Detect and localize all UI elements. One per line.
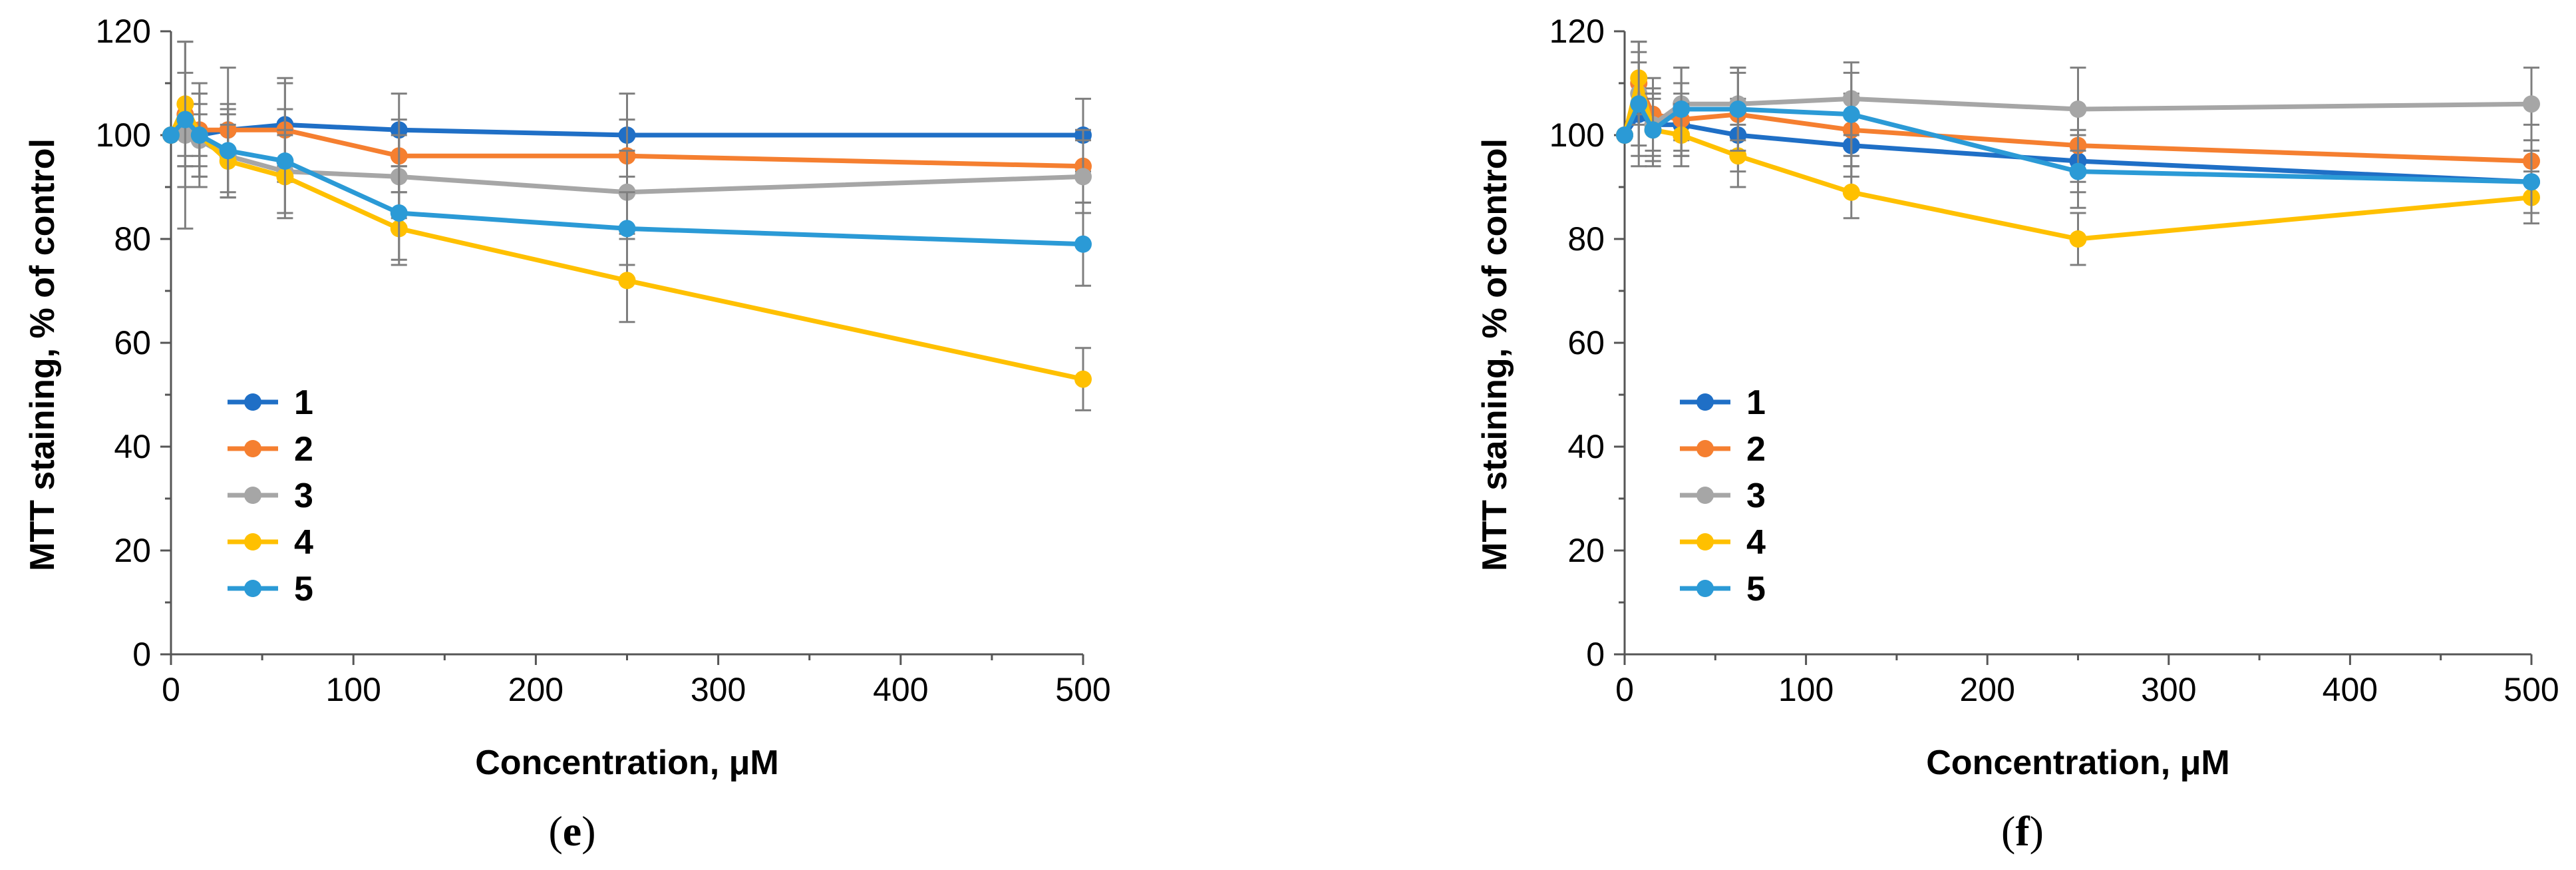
panel-letter: f bbox=[2015, 807, 2030, 855]
legend-swatch-marker bbox=[244, 580, 261, 597]
y-axis-title: MTT staining, % of control bbox=[1476, 138, 1514, 571]
data-point bbox=[1644, 121, 1662, 139]
data-point bbox=[190, 126, 208, 144]
data-point bbox=[1842, 105, 1860, 123]
chart-panel-e: 0 20 40 60 80 100 120 0 100 200 300 400 500 Concentra… bbox=[23, 13, 1111, 855]
series-5 bbox=[162, 71, 1092, 287]
series-line bbox=[1622, 75, 2532, 242]
x-tick-label: 400 bbox=[2323, 671, 2378, 708]
panel-label: (e) bbox=[548, 807, 595, 855]
x-tick-label: 300 bbox=[2141, 671, 2196, 708]
legend-label: 3 bbox=[1746, 477, 1766, 515]
x-tick-label: 100 bbox=[325, 671, 381, 708]
legend-entry: 5 bbox=[1680, 570, 1766, 608]
panel-label-open: ( bbox=[2001, 807, 2015, 855]
legend-label: 4 bbox=[294, 523, 313, 562]
data-point bbox=[1074, 370, 1092, 388]
legend-label: 2 bbox=[294, 430, 313, 469]
panel-label-close: ) bbox=[581, 807, 595, 855]
legend-label: 1 bbox=[294, 383, 313, 422]
legend-swatch-marker bbox=[244, 487, 261, 504]
x-tick-label: 0 bbox=[162, 671, 180, 708]
x-tick-label: 500 bbox=[1055, 671, 1110, 708]
y-tick-label: 60 bbox=[1567, 324, 1605, 361]
y-tick-label: 40 bbox=[1567, 428, 1605, 465]
y-axis-title: MTT staining, % of control bbox=[23, 138, 62, 571]
legend-label: 1 bbox=[1746, 383, 1766, 422]
x-tick-label: 200 bbox=[508, 671, 564, 708]
data-point bbox=[390, 204, 408, 222]
chart-panel-f: 0 20 40 60 80 100 120 0 100 200 300 400 500 Concentra… bbox=[1476, 13, 2559, 855]
x-tick-label: 0 bbox=[1615, 671, 1634, 708]
panel-label-open: ( bbox=[548, 807, 562, 855]
data-point bbox=[1074, 235, 1092, 253]
legend-entry: 2 bbox=[228, 430, 313, 469]
legend-swatch-marker bbox=[244, 533, 261, 550]
data-point bbox=[1616, 126, 1633, 144]
legend-swatch-marker bbox=[1696, 487, 1714, 504]
legend-label: 4 bbox=[1746, 523, 1766, 562]
legend-entry: 5 bbox=[228, 570, 313, 608]
y-tick-label: 120 bbox=[96, 13, 151, 50]
legend-entry: 1 bbox=[228, 383, 313, 422]
x-tick-label: 500 bbox=[2503, 671, 2559, 708]
y-tick-label: 60 bbox=[114, 324, 151, 361]
y-tick-label: 40 bbox=[114, 428, 151, 465]
legend-swatch-marker bbox=[1696, 440, 1714, 457]
data-point bbox=[176, 110, 194, 128]
data-point bbox=[276, 152, 294, 170]
legend-swatch-marker bbox=[244, 393, 261, 411]
data-point bbox=[1673, 101, 1690, 118]
x-axis-title: Concentration, μM bbox=[1926, 744, 2229, 782]
legend-label: 5 bbox=[294, 570, 313, 608]
data-point bbox=[1842, 183, 1860, 201]
data-point bbox=[618, 220, 636, 238]
data-point bbox=[1074, 168, 1092, 186]
y-tick-label: 0 bbox=[1586, 636, 1605, 673]
legend-label: 3 bbox=[294, 477, 313, 515]
y-tick-label: 20 bbox=[1567, 532, 1605, 569]
x-tick-label: 200 bbox=[1959, 671, 2014, 708]
legend-entry: 3 bbox=[228, 477, 313, 515]
data-point bbox=[2523, 173, 2540, 191]
data-point bbox=[219, 142, 237, 160]
y-tick-label: 80 bbox=[1567, 220, 1605, 258]
data-point bbox=[1729, 101, 1747, 118]
panel-letter: e bbox=[563, 807, 581, 855]
legend-swatch-marker bbox=[1696, 580, 1714, 597]
legend-label: 2 bbox=[1746, 430, 1766, 469]
legend-entry: 2 bbox=[1680, 430, 1766, 469]
data-point bbox=[2069, 230, 2087, 248]
y-tick-label: 80 bbox=[114, 220, 151, 258]
legend-swatch-marker bbox=[244, 440, 261, 457]
panel-label: (f) bbox=[2001, 807, 2044, 855]
data-point bbox=[2523, 95, 2540, 113]
legend-swatch-marker bbox=[1696, 533, 1714, 550]
x-axis-title: Concentration, μM bbox=[475, 744, 778, 782]
y-tick-label: 100 bbox=[96, 116, 151, 154]
legend-entry: 1 bbox=[1680, 383, 1766, 422]
legend-label: 5 bbox=[1746, 570, 1766, 608]
legend-entry: 4 bbox=[1680, 523, 1766, 562]
data-point bbox=[162, 126, 180, 144]
y-tick-label: 100 bbox=[1549, 116, 1605, 154]
y-tick-label: 20 bbox=[114, 532, 151, 569]
data-point bbox=[618, 272, 636, 290]
x-tick-label: 100 bbox=[1778, 671, 1834, 708]
series-5 bbox=[1616, 51, 2540, 214]
data-point bbox=[2069, 162, 2087, 180]
legend-swatch-marker bbox=[1696, 393, 1714, 411]
x-tick-label: 300 bbox=[691, 671, 746, 708]
data-point bbox=[2069, 101, 2087, 118]
y-tick-label: 0 bbox=[132, 636, 151, 673]
y-tick-label: 120 bbox=[1549, 13, 1605, 50]
panel-label-close: ) bbox=[2030, 807, 2044, 855]
data-point bbox=[1630, 95, 1648, 113]
legend-entry: 4 bbox=[228, 523, 313, 562]
x-tick-label: 400 bbox=[873, 671, 928, 708]
legend-entry: 3 bbox=[1680, 477, 1766, 515]
